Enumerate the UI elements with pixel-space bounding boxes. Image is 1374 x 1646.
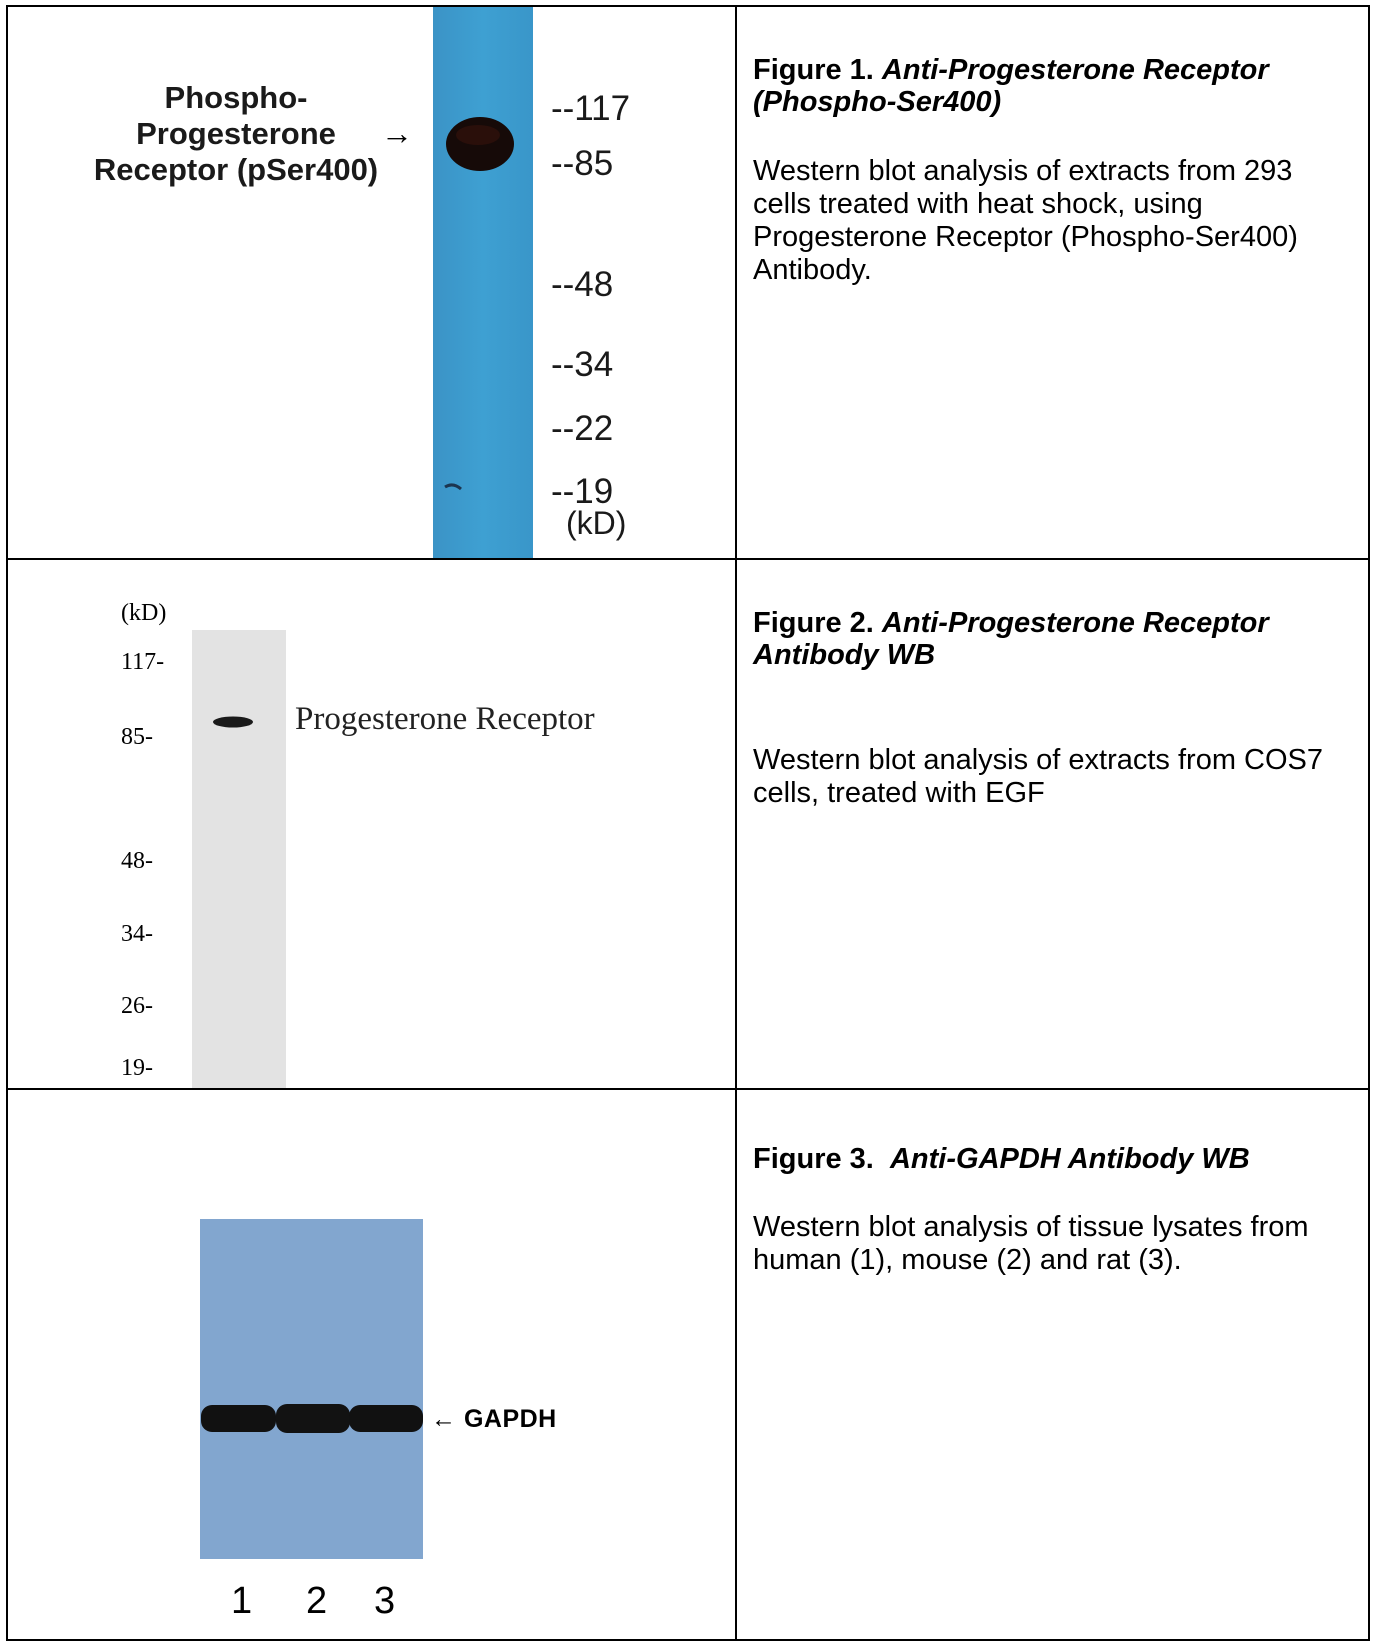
membrane: [200, 1219, 423, 1559]
figure-3-image: ← GAPDH 1 2 3: [8, 1090, 735, 1641]
figure-3-title-italic: Anti-GAPDH Antibody WB: [889, 1143, 1250, 1175]
figure-2-blot-graphic: [192, 630, 286, 1088]
column-divider: [735, 7, 737, 1639]
protein-band: [213, 716, 253, 728]
row-divider-2: [8, 1088, 1368, 1090]
lane-label-2: 2: [306, 1580, 328, 1622]
protein-band-core: [456, 125, 500, 145]
marker-22: --22: [551, 409, 614, 448]
figure-table: Phospho- Progesterone Receptor (pSer400)…: [6, 5, 1370, 1641]
figure-1-description: Western blot analysis of extracts from 2…: [753, 155, 1298, 286]
figure-3-title: Figure 3. Anti-GAPDH Antibody WB: [753, 1143, 1356, 1175]
figure-3-caption: Figure 3. Anti-GAPDH Antibody WB Western…: [737, 1143, 1370, 1277]
lane-label-1: 1: [231, 1580, 253, 1622]
figure-2-title-italic: Anti-Progesterone Receptor Antibody WB: [753, 607, 1269, 671]
figure-3-title-prefix: Figure 3.: [753, 1143, 874, 1175]
figure-2-title-prefix: Figure 2.: [753, 607, 874, 639]
figure-1-title-prefix: Figure 1.: [753, 54, 874, 86]
label-line-2-row: Progesterone: [56, 116, 416, 152]
figure-1-title: Figure 1. Anti-Progesterone Receptor (Ph…: [753, 54, 1356, 118]
band-label: Progesterone Receptor: [295, 701, 595, 737]
unit-label: (kD): [121, 600, 167, 626]
marker-117: --117: [551, 89, 631, 128]
figure-1-image: Phospho- Progesterone Receptor (pSer400)…: [8, 7, 735, 558]
arrow-right-icon: →: [381, 115, 413, 151]
figure-3-blot-graphic: [200, 1219, 423, 1559]
band-lane-1: [201, 1405, 276, 1432]
row-divider-1: [8, 558, 1368, 560]
marker-34: 34-: [121, 921, 153, 947]
label-line-2: Progesterone: [136, 116, 336, 151]
marker-117: 117-: [121, 649, 165, 675]
figure-1-band-label: Phospho- Progesterone Receptor (pSer400): [56, 80, 416, 188]
figure-2-caption: Figure 2. Anti-Progesterone Receptor Ant…: [737, 607, 1370, 810]
band-lane-3: [349, 1405, 423, 1432]
membrane-lane: [192, 630, 286, 1088]
membrane-strip: [433, 7, 533, 558]
lane-label-3: 3: [374, 1580, 396, 1622]
gapdh-label-row: ← GAPDH: [431, 1405, 557, 1434]
band-label: GAPDH: [463, 1405, 557, 1433]
figure-2-description: Western blot analysis of extracts from C…: [753, 744, 1324, 809]
figure-2-image: (kD) 117- 85- 48- 34- 26- 19- Progestero…: [8, 560, 735, 1088]
marker-19: --19: [551, 472, 614, 511]
label-line-3: Receptor (pSer400): [93, 152, 379, 187]
marker-19: 19-: [121, 1055, 153, 1081]
figure-1-caption: Figure 1. Anti-Progesterone Receptor (Ph…: [737, 54, 1370, 287]
marker-85: --85: [551, 144, 614, 183]
arrow-left-icon: ←: [431, 1405, 457, 1433]
figure-1-title-italic: Anti-Progesterone Receptor (Phospho-Ser4…: [753, 54, 1269, 118]
blot-artifact: [444, 483, 462, 491]
band-lane-2: [276, 1404, 350, 1433]
marker-48: 48-: [121, 848, 153, 874]
marker-48: --48: [551, 265, 614, 304]
marker-26: 26-: [121, 993, 153, 1019]
figure-1-blot-graphic: [433, 7, 533, 558]
figure-2-title: Figure 2. Anti-Progesterone Receptor Ant…: [753, 607, 1356, 671]
unit-label: (kD): [566, 505, 627, 541]
marker-34: --34: [551, 345, 614, 384]
marker-85: 85-: [121, 724, 153, 750]
label-line-1: Phospho-: [164, 80, 308, 115]
figure-3-description: Western blot analysis of tissue lysates …: [753, 1211, 1309, 1276]
